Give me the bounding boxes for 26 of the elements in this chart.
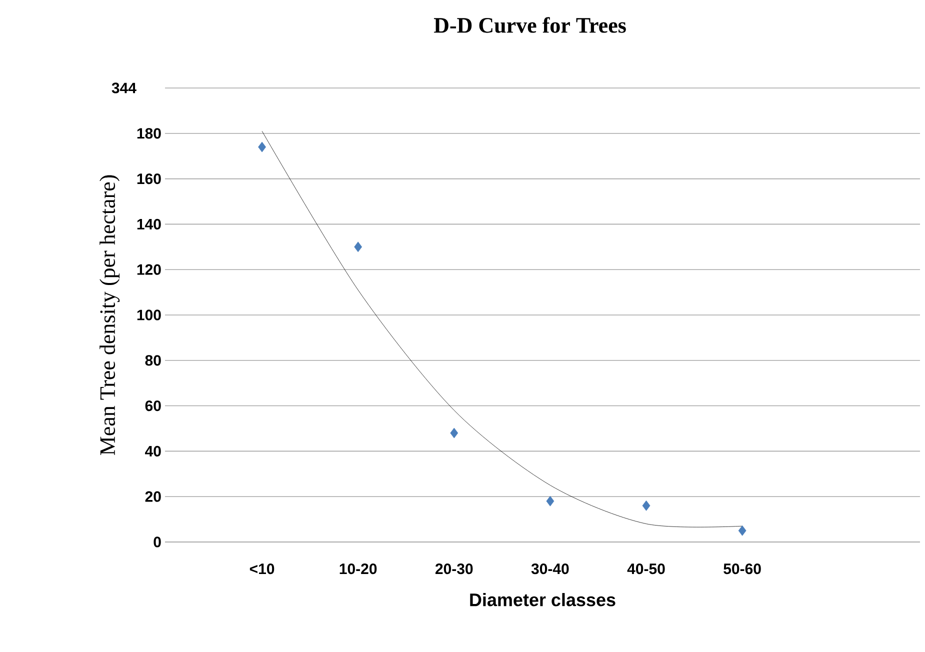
- x-tick-label: 50-60: [724, 564, 761, 574]
- y-tick-label: 120: [137, 264, 161, 275]
- x-tick-label: 30-40: [531, 564, 569, 574]
- y-tick-label: 140: [137, 218, 161, 230]
- point: [354, 242, 362, 252]
- x-axis-title: Diameter classes: [470, 593, 616, 606]
- point: [450, 428, 458, 438]
- y-tick-label: 180: [137, 128, 161, 139]
- x-tick-label: 40-50: [627, 564, 665, 574]
- point: [738, 525, 746, 536]
- x-tick-label: 20-30: [435, 564, 473, 574]
- y-tick-label: 20: [145, 491, 161, 502]
- point: [642, 500, 650, 511]
- y-tick-label: 0: [154, 536, 161, 548]
- text: 344: [112, 82, 136, 94]
- y-tick-label: 60: [145, 400, 161, 412]
- point: [546, 496, 554, 506]
- chart-title: D-D Curve for Trees: [434, 17, 626, 33]
- x-tick-label: <10: [250, 564, 274, 574]
- y-axis-title: Mean Tree density (per hectare): [100, 175, 120, 456]
- y-tick-label: 80: [145, 355, 161, 366]
- y-tick-label: 160: [137, 173, 161, 184]
- x-tick-label: 10-20: [340, 564, 377, 574]
- y-tick-label: 100: [137, 310, 161, 320]
- y-tick-label: 40: [145, 446, 161, 456]
- point: [258, 142, 266, 152]
